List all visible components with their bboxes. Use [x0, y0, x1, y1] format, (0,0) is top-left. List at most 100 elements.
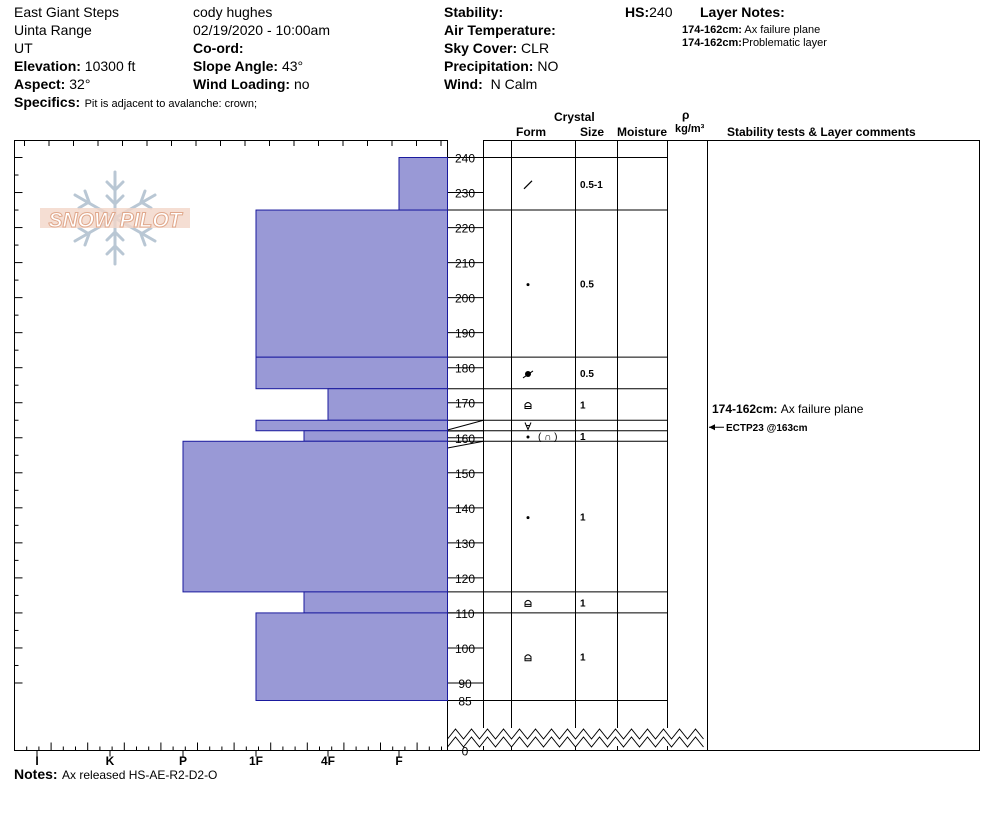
notes-label: Notes: [14, 766, 58, 782]
height-label: 170 [455, 397, 475, 411]
crystal-size: 1 [580, 400, 586, 411]
data-table-frame [483, 140, 980, 751]
arrow-icon [709, 424, 715, 431]
crystal-size: 0.5 [580, 280, 594, 291]
hardness-label: 4F [321, 754, 335, 768]
crystal-size: 1 [580, 653, 586, 664]
precip-value: NO [537, 58, 559, 74]
height-label: 85 [458, 695, 472, 709]
slope-angle: Slope Angle: 43° [193, 59, 303, 73]
crystal-size: 0.5-1 [580, 180, 603, 191]
specifics-value: Pit is adjacent to avalanche: crown; [84, 98, 258, 110]
hardness-bar [255, 209, 448, 358]
layer-connector [447, 419, 484, 431]
hs: HS:240 [625, 5, 672, 19]
sky-label: Sky Cover: [444, 40, 518, 56]
height-label: 110 [455, 607, 474, 621]
observation-datetime: 02/19/2020 - 10:00am [193, 22, 330, 38]
layer-note-text: Ax failure plane [744, 24, 821, 36]
wind: Wind: N Calm [444, 77, 537, 91]
hardness-label: 1F [249, 754, 263, 768]
hardness-bar [255, 612, 448, 702]
mixed-form-line [522, 370, 534, 379]
hardness-bar [303, 591, 448, 614]
layer-connector [447, 440, 484, 449]
decomposing-icon [523, 180, 533, 190]
layer-note-1: 174-162cm: Ax failure plane [682, 25, 820, 36]
crystal-form-icon [526, 283, 530, 287]
notes-value: Ax released HS-AE-R2-D2-O [62, 768, 218, 782]
crystal-size: 1 [580, 598, 586, 609]
wind-loading-label: Wind Loading: [193, 76, 291, 92]
aspect-value: 32° [69, 76, 91, 92]
layer-comment: 174-162cm: Ax failure plane [712, 402, 864, 416]
height-label: 90 [458, 677, 472, 691]
secondary-form-icon: ( ∩ ) [538, 432, 557, 443]
height-label: 230 [455, 187, 475, 201]
slope-value: 43° [281, 58, 304, 74]
crystal-form-icon [522, 370, 534, 379]
height-label: 180 [455, 362, 475, 376]
layer-note-range: 174-162cm: [682, 24, 742, 36]
elevation-value: 10300 ft [84, 58, 136, 74]
layer-note-range: 174-162cm: [682, 37, 742, 49]
height-label: 190 [455, 327, 475, 341]
hardness-label: K [106, 754, 115, 768]
crystal-form-icon [524, 422, 532, 431]
crystal-form-icon [524, 401, 532, 409]
hardness-label: P [179, 754, 187, 768]
sky-cover: Sky Cover: CLR [444, 41, 549, 55]
wind-value: N Calm [490, 76, 538, 92]
crystal-size: 0.5 [580, 369, 594, 380]
slope-label: Slope Angle: [193, 58, 279, 74]
facets-icon [524, 654, 532, 662]
observer-name: cody hughes [193, 4, 273, 20]
rounds-icon [526, 516, 530, 520]
height-label: 130 [455, 537, 475, 551]
precip-label: Precipitation: [444, 58, 534, 74]
layer-note-text: Problematic layer [741, 37, 827, 49]
rho-header: ρ [682, 108, 690, 122]
hs-label: HS: [625, 4, 650, 20]
crystal-form-icon [523, 180, 533, 190]
hardness-bar [182, 440, 448, 593]
specifics: Specifics: Pit is adjacent to avalanche:… [14, 95, 257, 111]
wind-loading-value: no [293, 76, 310, 92]
height-label: 210 [455, 257, 475, 271]
layer-notes-label: Layer Notes: [700, 4, 785, 20]
height-label: 0 [462, 745, 469, 759]
specifics-label: Specifics: [14, 94, 81, 110]
height-label: 160 [455, 432, 475, 446]
hardness-bar [303, 430, 448, 442]
hardness-bar [255, 356, 448, 390]
facets-icon [524, 599, 532, 607]
crystal-form-icon [524, 599, 532, 607]
rounds-icon [526, 435, 530, 439]
precipitation: Precipitation: NO [444, 59, 558, 73]
rounds-icon [526, 283, 530, 287]
height-label: 200 [455, 292, 475, 306]
wind-loading: Wind Loading: no [193, 77, 310, 91]
stability-label: Stability: [444, 4, 504, 20]
sky-value: CLR [521, 40, 550, 56]
elevation-label: Elevation: [14, 58, 81, 74]
height-label: 120 [455, 572, 475, 586]
hardness-label: I [35, 754, 38, 768]
height-label: 220 [455, 222, 475, 236]
stability-test-result: ECTP23 @163cm [726, 423, 808, 434]
height-label: 100 [455, 642, 475, 656]
logo-text: SNOW PILOT [49, 209, 184, 232]
hardness-bar [398, 157, 448, 211]
facets-icon [524, 401, 532, 409]
layer-note-2: 174-162cm:Problematic layer [682, 38, 827, 49]
stability-tests-header: Stability tests & Layer comments [727, 125, 916, 139]
form-header: Form [516, 125, 546, 139]
location-name: East Giant Steps [14, 4, 120, 20]
axis-break-line [447, 736, 704, 749]
axis-break-line [447, 728, 704, 741]
hardness-label: F [395, 754, 402, 768]
crystal-size: 1 [580, 432, 586, 443]
wind-label: Wind: [444, 76, 483, 92]
hs-value: 240 [649, 4, 673, 20]
